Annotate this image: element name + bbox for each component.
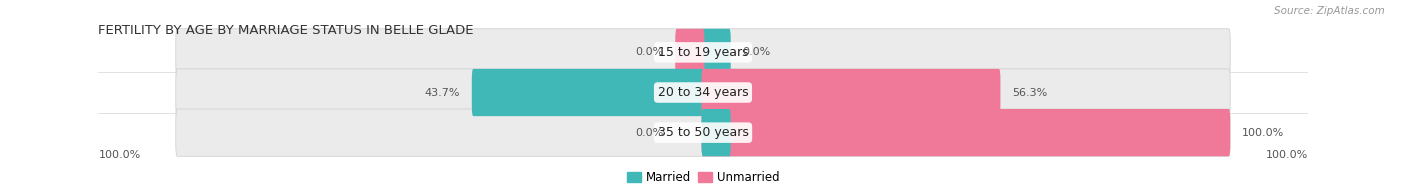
FancyBboxPatch shape <box>176 29 1230 76</box>
FancyBboxPatch shape <box>702 69 1001 116</box>
Text: 100.0%: 100.0% <box>98 150 141 160</box>
FancyBboxPatch shape <box>176 109 1230 156</box>
Text: 35 to 50 years: 35 to 50 years <box>658 126 748 139</box>
FancyBboxPatch shape <box>702 109 731 156</box>
Text: 20 to 34 years: 20 to 34 years <box>658 86 748 99</box>
FancyBboxPatch shape <box>675 29 704 76</box>
FancyBboxPatch shape <box>176 69 1230 116</box>
Text: 0.0%: 0.0% <box>742 47 770 57</box>
Text: 100.0%: 100.0% <box>1241 128 1284 138</box>
FancyBboxPatch shape <box>702 29 731 76</box>
FancyBboxPatch shape <box>472 69 704 116</box>
Text: 43.7%: 43.7% <box>425 88 460 98</box>
Text: 0.0%: 0.0% <box>636 47 664 57</box>
FancyBboxPatch shape <box>702 109 1230 156</box>
Text: 15 to 19 years: 15 to 19 years <box>658 46 748 59</box>
Text: 56.3%: 56.3% <box>1012 88 1047 98</box>
Legend: Married, Unmarried: Married, Unmarried <box>621 167 785 189</box>
Text: FERTILITY BY AGE BY MARRIAGE STATUS IN BELLE GLADE: FERTILITY BY AGE BY MARRIAGE STATUS IN B… <box>98 24 474 37</box>
Text: Source: ZipAtlas.com: Source: ZipAtlas.com <box>1274 6 1385 16</box>
Text: 0.0%: 0.0% <box>636 128 664 138</box>
Text: 100.0%: 100.0% <box>1265 150 1308 160</box>
